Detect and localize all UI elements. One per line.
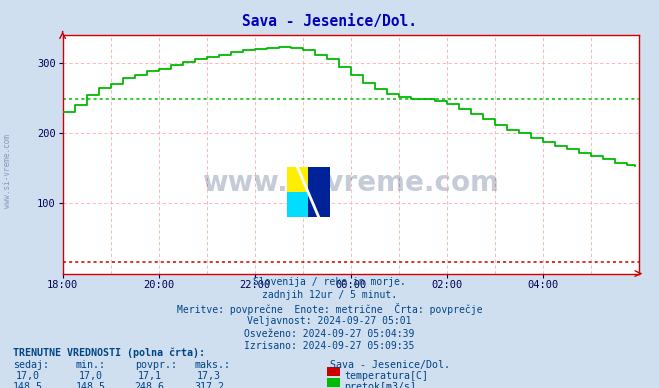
Text: 17,1: 17,1 (138, 371, 161, 381)
Text: Osveženo: 2024-09-27 05:04:39: Osveženo: 2024-09-27 05:04:39 (244, 329, 415, 339)
Text: 317,2: 317,2 (194, 382, 224, 388)
Text: Sava - Jesenice/Dol.: Sava - Jesenice/Dol. (330, 360, 449, 370)
Text: 248,6: 248,6 (134, 382, 165, 388)
Text: temperatura[C]: temperatura[C] (344, 371, 428, 381)
Bar (287, 192, 308, 217)
Text: pretok[m3/s]: pretok[m3/s] (344, 382, 416, 388)
Text: Meritve: povprečne  Enote: metrične  Črta: povprečje: Meritve: povprečne Enote: metrične Črta:… (177, 303, 482, 315)
Text: 17,0: 17,0 (16, 371, 40, 381)
Bar (287, 167, 308, 192)
Text: zadnjih 12ur / 5 minut.: zadnjih 12ur / 5 minut. (262, 290, 397, 300)
Text: Izrisano: 2024-09-27 05:09:35: Izrisano: 2024-09-27 05:09:35 (244, 341, 415, 352)
Text: maks.:: maks.: (194, 360, 231, 370)
Text: TRENUTNE VREDNOSTI (polna črta):: TRENUTNE VREDNOSTI (polna črta): (13, 347, 205, 358)
Text: www.si-vreme.com: www.si-vreme.com (202, 169, 500, 197)
Text: 17,3: 17,3 (197, 371, 221, 381)
Bar (308, 167, 330, 217)
Text: www.si-vreme.com: www.si-vreme.com (3, 134, 13, 208)
Text: Slovenija / reke in morje.: Slovenija / reke in morje. (253, 277, 406, 288)
Text: 148,5: 148,5 (75, 382, 105, 388)
Text: min.:: min.: (76, 360, 106, 370)
Text: povpr.:: povpr.: (135, 360, 177, 370)
Text: Veljavnost: 2024-09-27 05:01: Veljavnost: 2024-09-27 05:01 (247, 316, 412, 326)
Text: 148,5: 148,5 (13, 382, 43, 388)
Text: Sava - Jesenice/Dol.: Sava - Jesenice/Dol. (242, 14, 417, 29)
Text: 17,0: 17,0 (78, 371, 102, 381)
Text: sedaj:: sedaj: (13, 360, 49, 370)
